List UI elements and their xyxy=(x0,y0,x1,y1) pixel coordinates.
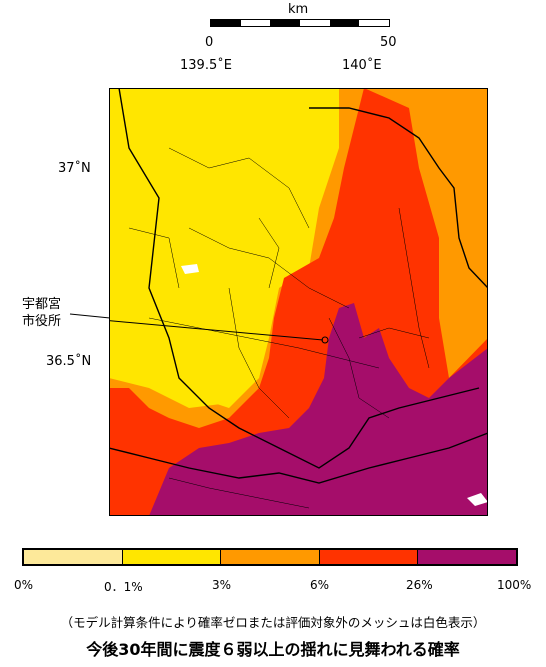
scale-max-label: 50 xyxy=(380,35,397,50)
legend-label-3: 6% xyxy=(310,578,330,592)
prefecture-border xyxy=(109,432,488,484)
city-label-line2: 市役所 xyxy=(22,314,62,329)
scale-unit: km xyxy=(288,2,309,17)
legend-swatch-3 xyxy=(319,550,419,564)
legend-label-2: 3% xyxy=(212,578,232,592)
city-leader-line-outer xyxy=(69,313,110,319)
legend-label-5: 100% xyxy=(497,578,532,592)
legend-swatch-0 xyxy=(24,550,123,564)
legend-swatch-4 xyxy=(418,550,516,564)
city-leader-line xyxy=(109,320,324,341)
legend-bar xyxy=(22,548,518,566)
latitude-tick-37: 37˚N xyxy=(58,161,91,176)
map-zone-yellow-west xyxy=(109,88,319,408)
longitude-tick-140: 140˚E xyxy=(342,58,382,73)
prefecture-border xyxy=(118,88,480,469)
legend-label-0: 0% xyxy=(14,578,34,592)
map-zone-purple xyxy=(149,303,488,516)
scale-zero-label: 0 xyxy=(205,35,214,50)
city-marker xyxy=(321,336,329,344)
city-label-line1: 宇都宮 xyxy=(22,297,62,312)
scale-bar xyxy=(210,19,390,27)
longitude-tick-139-5: 139.5˚E xyxy=(180,58,232,73)
legend-label-1: 0．1% xyxy=(104,580,143,594)
map-zone-white xyxy=(181,264,199,274)
city-label: 宇都宮 市役所 xyxy=(22,296,61,330)
latitude-tick-36-5: 36.5˚N xyxy=(46,354,92,369)
map-note: （モデル計算条件により確率ゼロまたは評価対象外のメッシュは白色表示） xyxy=(60,615,486,630)
hazard-map xyxy=(109,88,488,516)
map-title: 今後30年間に震度６弱以上の揺れに見舞われる確率 xyxy=(86,640,460,659)
legend-swatch-2 xyxy=(221,550,320,564)
map-zone-white xyxy=(467,493,488,506)
prefecture-border xyxy=(309,107,488,289)
legend-swatch-1 xyxy=(122,550,222,564)
legend-label-4: 26% xyxy=(406,578,433,592)
